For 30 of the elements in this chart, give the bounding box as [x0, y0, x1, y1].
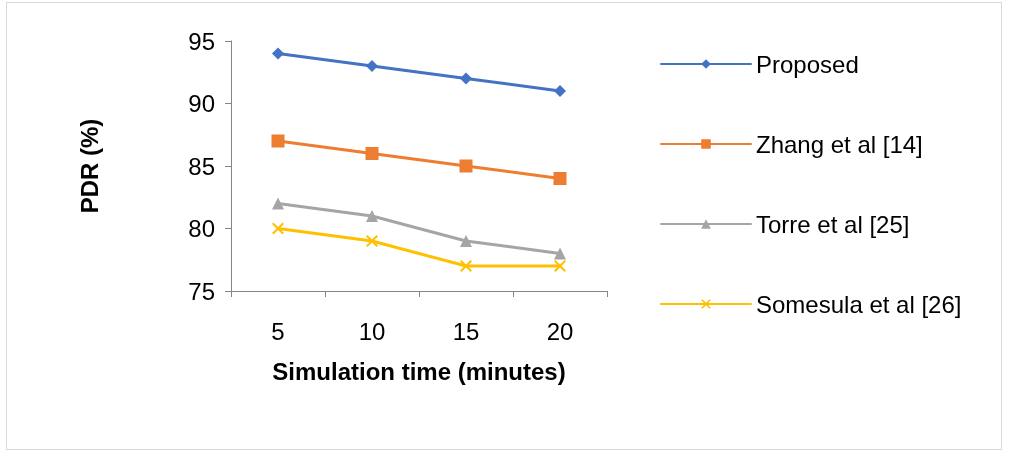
point: [553, 172, 567, 185]
point: [460, 235, 472, 247]
point: [272, 47, 284, 60]
x-tick-label: 10: [358, 317, 386, 345]
point: [366, 210, 378, 222]
point: [272, 197, 284, 210]
x-axis-title: Simulation time (minutes): [272, 357, 566, 385]
y-tick-label: 95: [188, 27, 215, 55]
y-tick-label: 85: [188, 152, 215, 180]
point: [459, 159, 473, 173]
legend-label: Proposed: [756, 50, 859, 78]
point: [460, 260, 472, 272]
point: [366, 60, 378, 72]
y-axis-title: PDR (%): [75, 118, 103, 214]
y-tick-label: 75: [188, 277, 215, 305]
point: [554, 260, 566, 272]
x-tick-label: 20: [546, 317, 574, 345]
point: [365, 147, 379, 160]
x-tick-label: 15: [452, 317, 480, 345]
legend-label: Torre et al [25]: [756, 210, 910, 238]
y-tick-label: 90: [188, 90, 215, 117]
point: [460, 72, 472, 85]
legend-label: Zhang et al [14]: [756, 130, 923, 158]
point: [554, 247, 566, 260]
point: [366, 235, 378, 247]
legend-label: Somesula et al [26]: [756, 290, 962, 318]
x-tick-label: 5: [271, 317, 285, 345]
point: [554, 85, 566, 97]
point: [271, 134, 285, 148]
y-tick-label: 80: [188, 215, 215, 242]
